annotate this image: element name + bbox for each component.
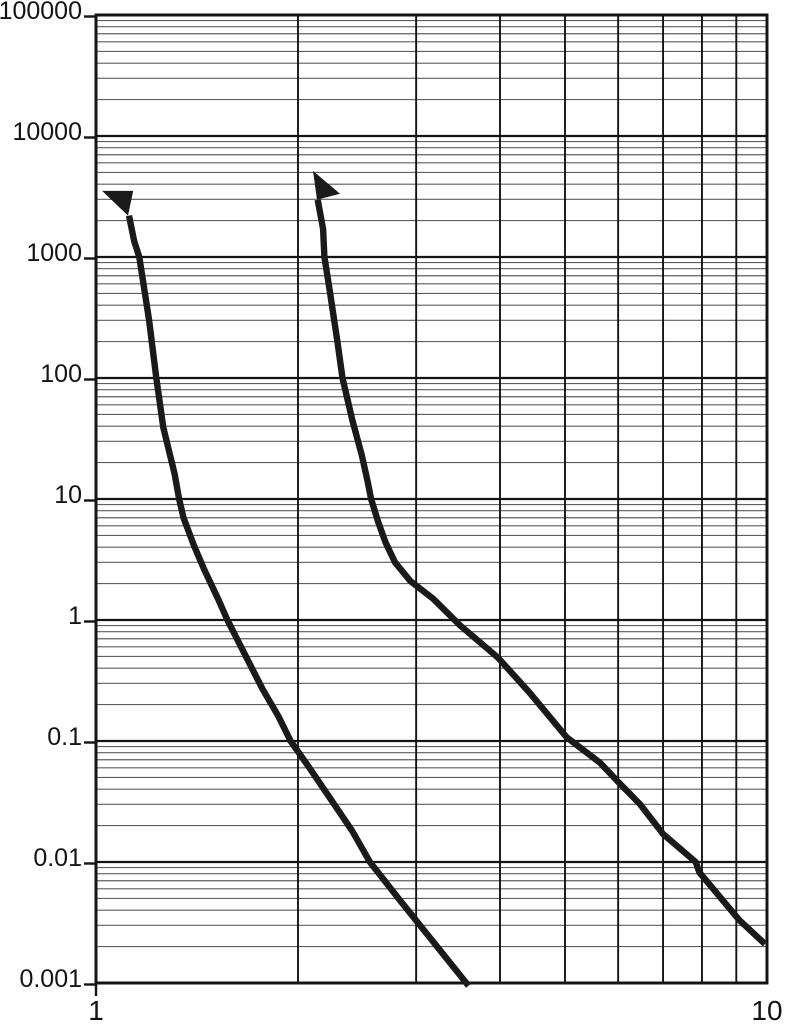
- y-tick-label: 10000: [12, 118, 82, 146]
- plot-border: [94, 13, 769, 985]
- grid-minor-lines: [96, 15, 767, 983]
- plot-frame: [94, 13, 769, 985]
- curves: [125, 199, 768, 988]
- left-curve-arrowhead-icon: [102, 190, 134, 216]
- y-tick-label: 0.001: [19, 965, 82, 993]
- right-curve-arrowhead-icon: [313, 170, 340, 200]
- y-tick-label: 100000: [0, 0, 82, 25]
- right-curve: [314, 199, 768, 947]
- y-tick-label: 100: [40, 360, 82, 388]
- left-curve: [125, 214, 471, 988]
- y-tick-label: 10: [54, 481, 82, 509]
- x-tick-label: 1: [88, 995, 104, 1024]
- y-axis-tick-labels: 100000 10000 1000 100 10 1 0.1 0.01 0.001: [0, 0, 82, 993]
- x-axis-tick-labels: 1 10: [88, 995, 782, 1024]
- y-tick-label: 0.01: [33, 844, 82, 872]
- y-tick-label: 1: [68, 602, 82, 630]
- y-tick-label: 1000: [26, 239, 82, 267]
- curve-arrowheads: [102, 170, 340, 216]
- x-tick-label: 10: [751, 995, 782, 1024]
- axis-ticks: [84, 15, 98, 996]
- y-tick-label: 0.1: [47, 723, 82, 751]
